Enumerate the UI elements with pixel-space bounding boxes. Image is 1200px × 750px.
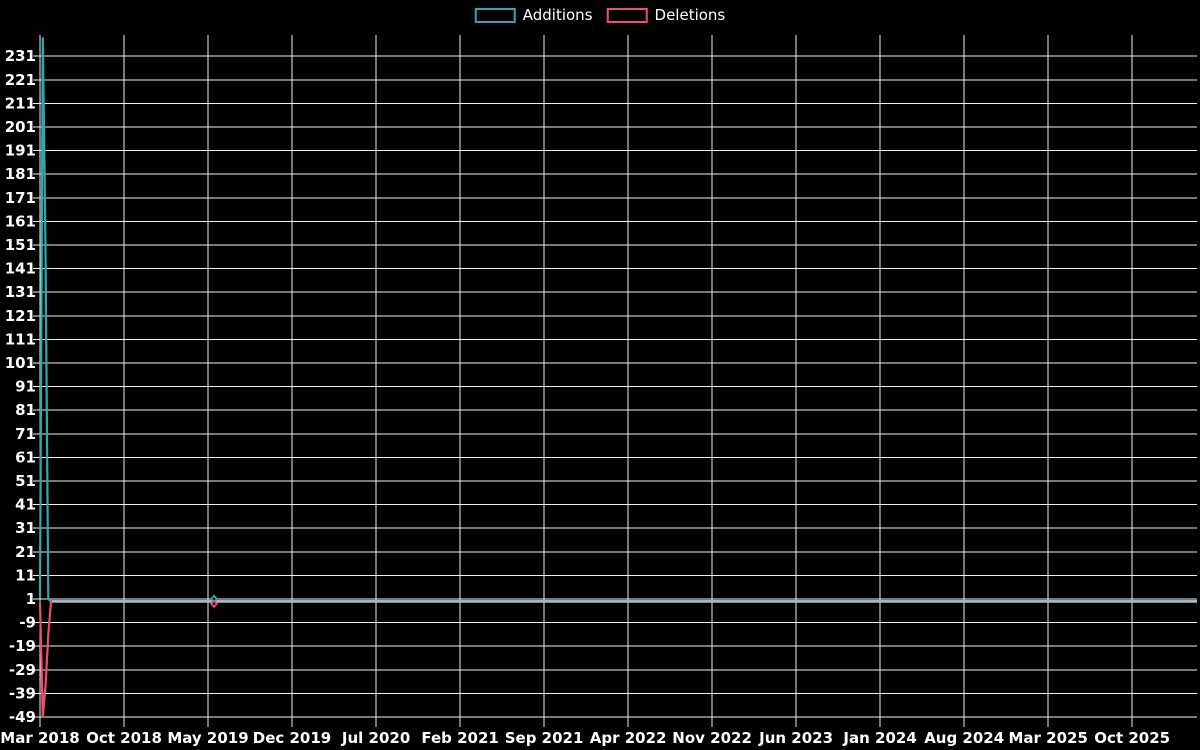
svg-text:31: 31 (15, 519, 36, 537)
svg-text:-39: -39 (9, 684, 36, 702)
legend-item-additions[interactable]: Additions (474, 6, 593, 24)
svg-text:-9: -9 (19, 614, 36, 632)
svg-text:-49: -49 (9, 708, 36, 726)
svg-text:Sep 2021: Sep 2021 (505, 729, 584, 747)
svg-text:11: 11 (15, 566, 36, 584)
svg-text:211: 211 (5, 94, 36, 112)
svg-text:61: 61 (15, 448, 36, 466)
svg-text:131: 131 (5, 283, 36, 301)
svg-text:51: 51 (15, 472, 36, 490)
svg-text:Mar 2018: Mar 2018 (0, 729, 79, 747)
svg-text:Oct 2018: Oct 2018 (86, 729, 162, 747)
svg-text:141: 141 (5, 260, 36, 278)
svg-text:231: 231 (5, 47, 36, 65)
legend-label-deletions: Deletions (654, 6, 726, 24)
svg-text:Dec 2019: Dec 2019 (253, 729, 332, 747)
svg-text:Mar 2025: Mar 2025 (1008, 729, 1087, 747)
svg-text:191: 191 (5, 142, 36, 160)
svg-text:41: 41 (15, 496, 36, 514)
svg-text:161: 161 (5, 212, 36, 230)
svg-text:May 2019: May 2019 (167, 729, 248, 747)
svg-text:Feb 2021: Feb 2021 (421, 729, 499, 747)
deletions-swatch-icon (606, 8, 648, 23)
svg-text:21: 21 (15, 543, 36, 561)
svg-text:-19: -19 (9, 637, 36, 655)
svg-text:151: 151 (5, 236, 36, 254)
svg-text:101: 101 (5, 354, 36, 372)
svg-text:201: 201 (5, 118, 36, 136)
svg-text:181: 181 (5, 165, 36, 183)
svg-text:121: 121 (5, 307, 36, 325)
svg-text:Jun 2023: Jun 2023 (758, 729, 833, 747)
svg-text:Jan 2024: Jan 2024 (842, 729, 916, 747)
svg-text:Oct 2025: Oct 2025 (1094, 729, 1170, 747)
svg-text:Jul 2020: Jul 2020 (341, 729, 410, 747)
chart-legend: Additions Deletions (474, 6, 726, 24)
svg-text:Nov 2022: Nov 2022 (672, 729, 752, 747)
legend-item-deletions[interactable]: Deletions (606, 6, 726, 24)
svg-text:221: 221 (5, 71, 36, 89)
svg-text:Apr 2022: Apr 2022 (590, 729, 667, 747)
additions-swatch-icon (474, 8, 516, 23)
svg-text:Aug 2024: Aug 2024 (924, 729, 1004, 747)
svg-text:71: 71 (15, 425, 36, 443)
svg-text:171: 171 (5, 189, 36, 207)
svg-text:111: 111 (5, 330, 36, 348)
svg-text:81: 81 (15, 401, 36, 419)
svg-text:91: 91 (15, 378, 36, 396)
svg-text:1: 1 (26, 590, 36, 608)
legend-label-additions: Additions (522, 6, 593, 24)
svg-text:-29: -29 (9, 661, 36, 679)
